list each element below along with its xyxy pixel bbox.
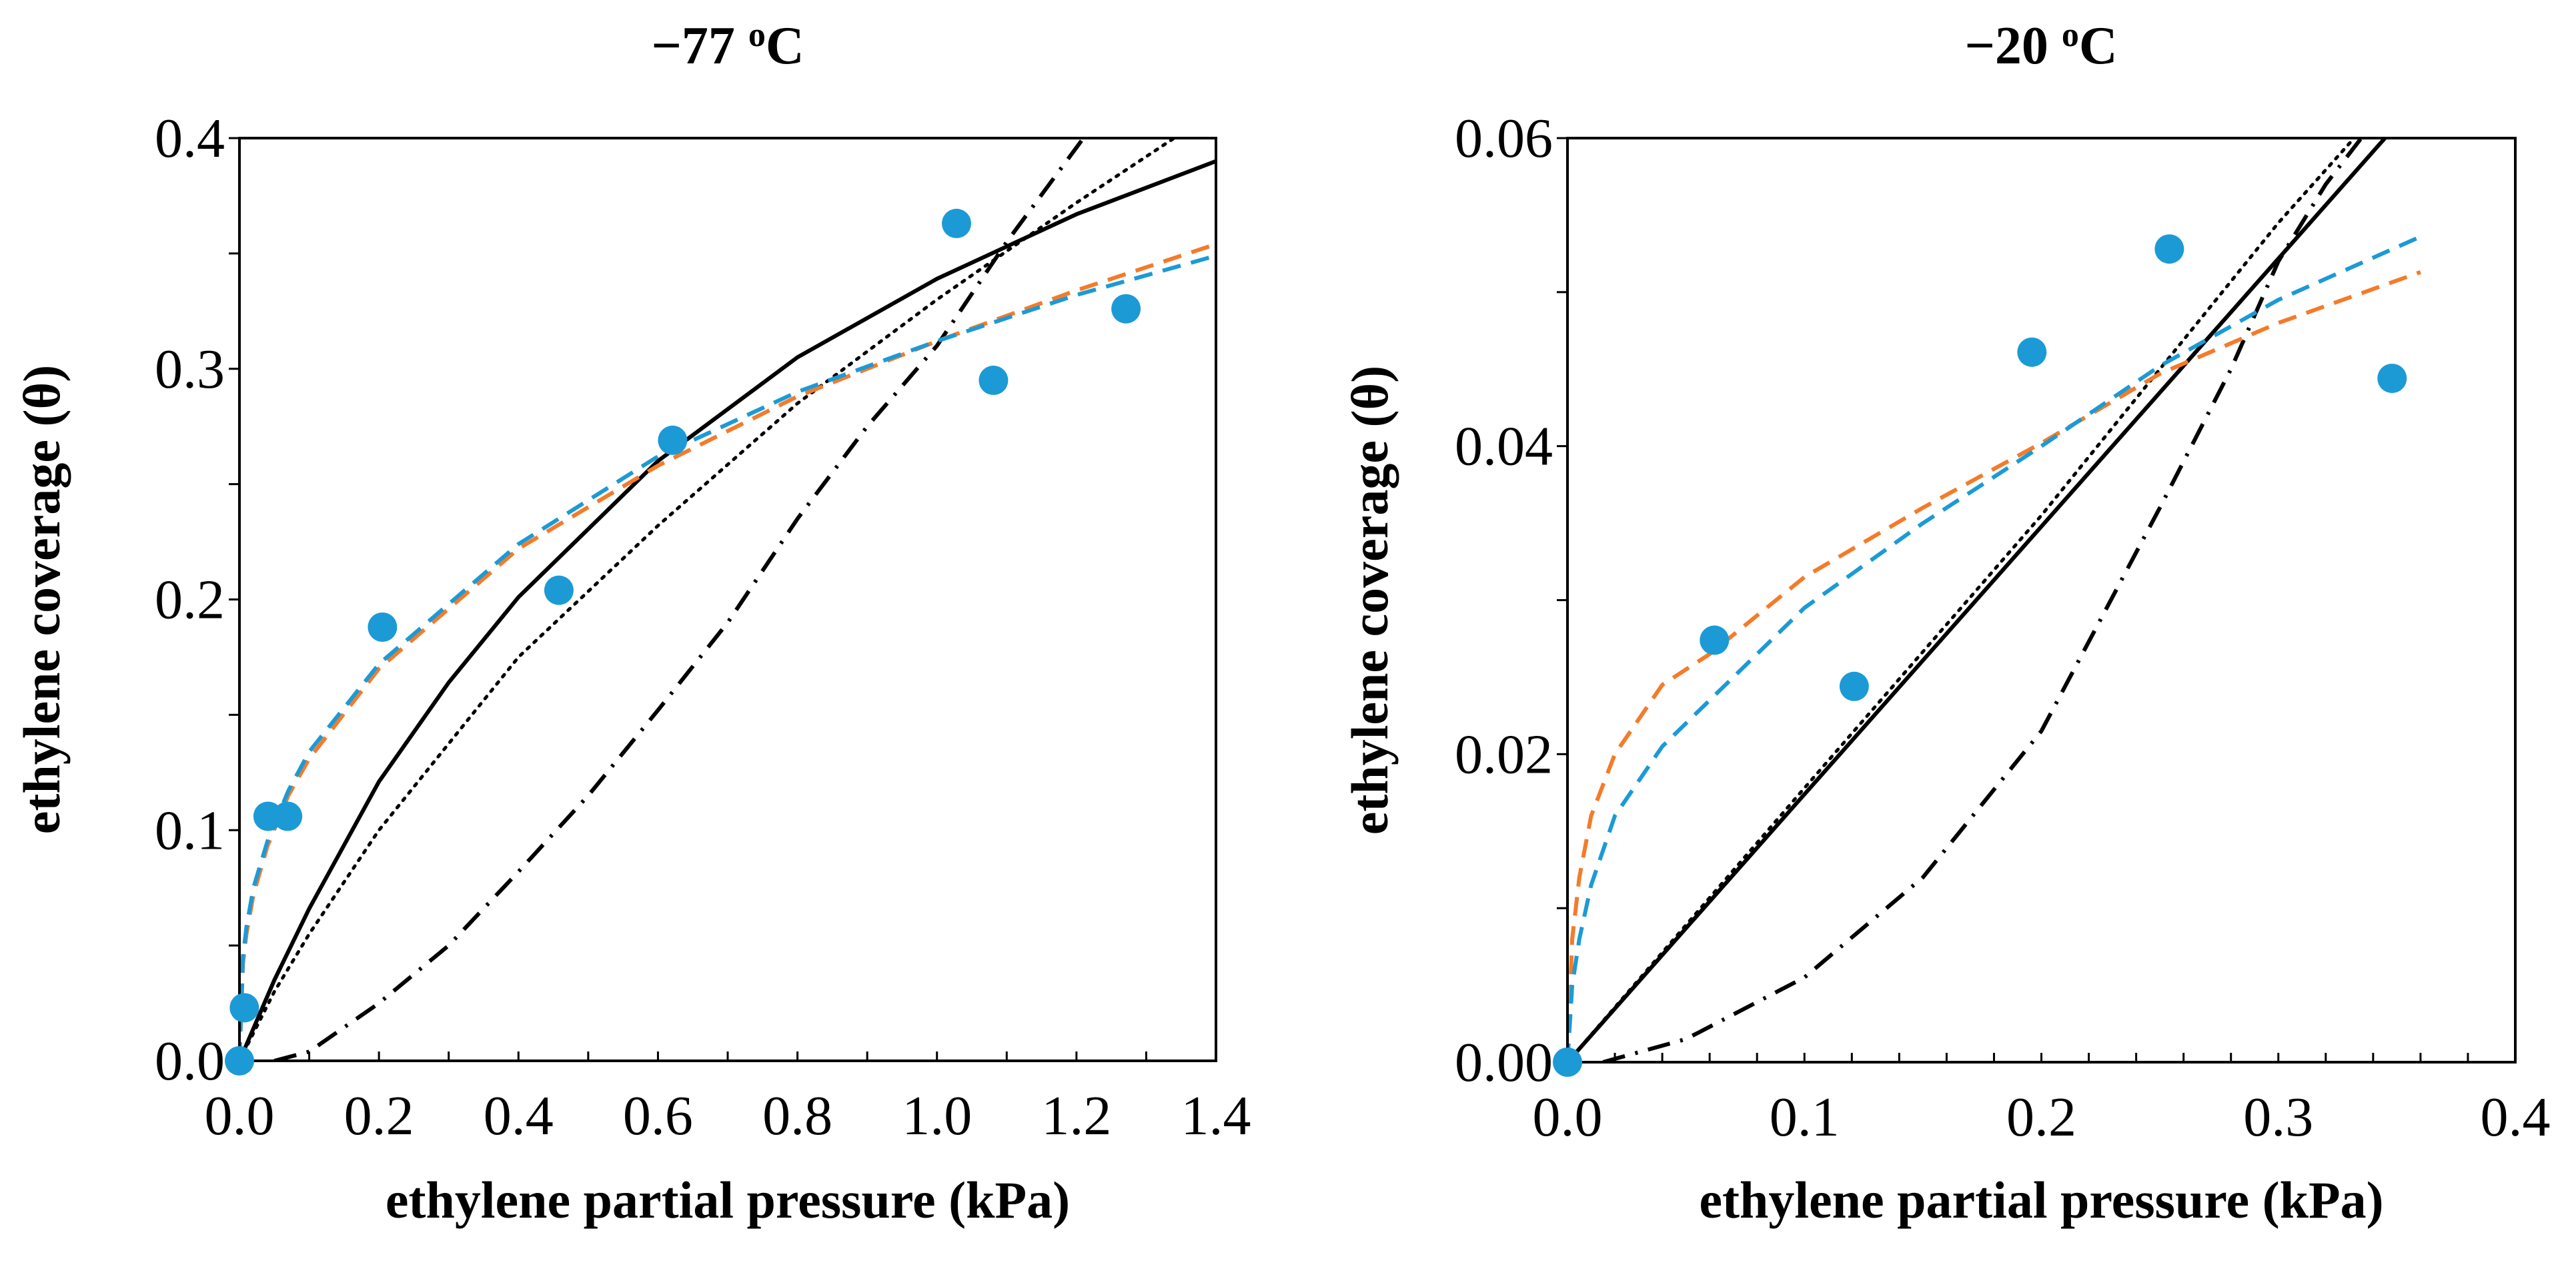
x-tick-label: 0.0 (1533, 1086, 1603, 1148)
series-orange-dashed-fit (239, 242, 1216, 1061)
x-tick-label: 0.1 (1770, 1086, 1840, 1148)
x-tick-label: 0.8 (762, 1085, 832, 1147)
x-tick-label: 0.4 (484, 1085, 554, 1147)
y-axis-label: ethylene coverage (θ) (13, 365, 71, 834)
y-tick-label: 0.3 (155, 338, 225, 400)
y-tick-label: 0.00 (1455, 1031, 1553, 1094)
x-tick-label: 0.2 (2006, 1086, 2076, 1148)
data-point (544, 575, 574, 605)
series-lines (239, 138, 1216, 1061)
data-point (1111, 294, 1141, 324)
x-tick-label: 0.0 (205, 1085, 275, 1147)
series-blue-dashed-fit (239, 254, 1216, 1061)
series-dash-dot-fit (1602, 138, 2363, 1062)
y-tick-label: 0.02 (1455, 723, 1553, 785)
y-axis-label: ethylene coverage (θ) (1341, 366, 1399, 835)
x-tick-label: 0.3 (2243, 1086, 2313, 1148)
data-point (941, 208, 971, 238)
chart-panel-2: −20 oC 0.0 0.1 0.2 0.3 0.4 0.00 0.02 0.04 0.06 eth… (1341, 16, 2551, 1229)
series-lines (1567, 138, 2422, 1062)
title-main: −20 (1964, 17, 2062, 75)
title-degree: o (748, 16, 766, 54)
data-point (2017, 337, 2047, 367)
data-point (1839, 671, 1869, 701)
chart-title: −77 oC (651, 16, 804, 75)
data-point (658, 425, 688, 455)
series-orange-dashed-fit (1567, 270, 2421, 1062)
data-point (1553, 1047, 1582, 1077)
x-axis-label: ethylene partial pressure (kPa) (386, 1171, 1070, 1229)
x-axis-label: ethylene partial pressure (kPa) (1699, 1171, 2383, 1229)
series-blue-dashed-fit (1567, 234, 2422, 1062)
series-solid-fit (239, 159, 1216, 1061)
chart-panel-1: −77 oC 0.0 0.2 0.4 0.6 0.8 1.0 1.2 1.4 0.0 0.1 0.2 0… (13, 16, 1251, 1229)
title-degree: o (2062, 16, 2079, 54)
data-point (368, 612, 398, 642)
series-dash-dot-fit (273, 138, 1085, 1061)
x-tick-label: 1.0 (902, 1085, 972, 1147)
data-point (2377, 364, 2407, 394)
title-main: −77 (651, 17, 748, 75)
x-tick-label: 0.2 (344, 1085, 414, 1147)
data-point (273, 801, 303, 831)
chart-title: −20 oC (1964, 16, 2117, 75)
y-tick-label: 0.1 (155, 799, 225, 861)
series-dotted-fit (239, 138, 1176, 1061)
title-unit: C (766, 17, 804, 75)
data-point (229, 993, 259, 1023)
plot-frame (238, 137, 1217, 1062)
y-tick-label: 0.2 (155, 569, 225, 631)
data-point (225, 1046, 254, 1076)
y-tick-label: 0.0 (155, 1030, 225, 1092)
title-unit: C (2079, 17, 2118, 75)
y-tick-label: 0.4 (155, 107, 225, 169)
y-tick-label: 0.06 (1455, 107, 1553, 169)
series-dotted-fit (1567, 138, 2356, 1062)
data-point (2154, 234, 2184, 264)
x-tick-label: 1.4 (1181, 1085, 1251, 1147)
x-tick-label: 0.6 (623, 1085, 693, 1147)
x-tick-label: 0.4 (2481, 1086, 2551, 1148)
x-tick-label: 1.2 (1041, 1085, 1111, 1147)
y-tick-label: 0.04 (1455, 416, 1553, 478)
series-solid-fit (1567, 138, 2387, 1062)
data-point (979, 366, 1009, 396)
plot-frame (1566, 137, 2517, 1064)
data-point (1700, 625, 1730, 655)
